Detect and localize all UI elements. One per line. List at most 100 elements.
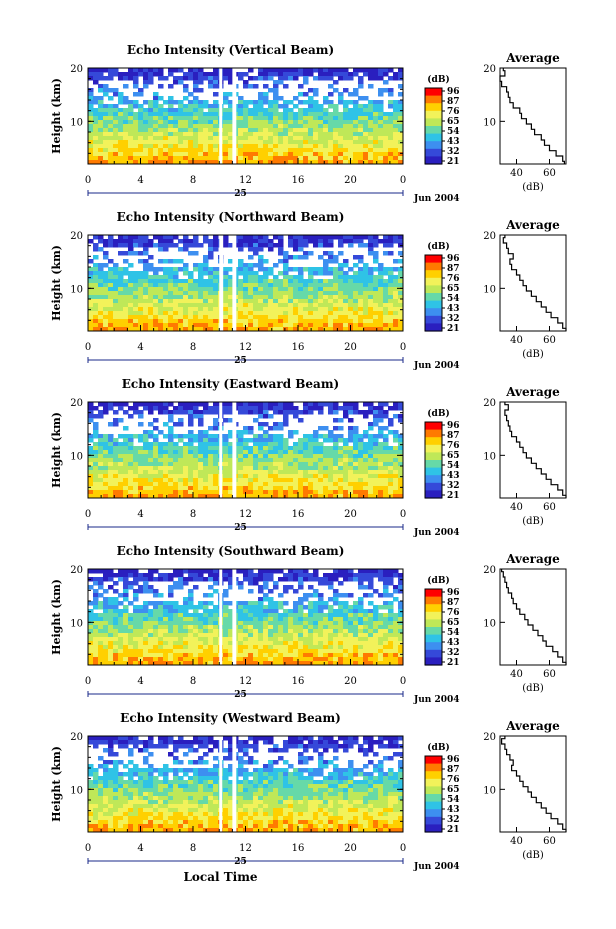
heatmap-cell bbox=[278, 458, 284, 463]
heatmap-cell bbox=[398, 418, 404, 423]
heatmap-cell bbox=[353, 144, 359, 149]
heatmap-cell bbox=[248, 156, 254, 161]
heatmap-cell bbox=[203, 315, 209, 320]
heatmap-cell bbox=[263, 573, 269, 578]
heatmap-cell bbox=[123, 136, 129, 141]
heatmap-cell bbox=[193, 613, 199, 618]
heatmap-cell bbox=[398, 156, 404, 161]
heatmap-cell bbox=[158, 283, 164, 288]
heatmap-cell bbox=[138, 458, 144, 463]
heatmap-cell bbox=[278, 132, 284, 137]
heatmap-cell bbox=[373, 251, 379, 256]
heatmap-cell bbox=[278, 152, 284, 157]
heatmap-cell bbox=[328, 243, 334, 248]
heatmap-cell bbox=[298, 454, 304, 459]
heatmap-cell bbox=[238, 323, 244, 328]
heatmap-cell bbox=[388, 625, 394, 630]
heatmap-cell bbox=[143, 613, 149, 618]
heatmap-cell bbox=[223, 402, 229, 407]
heatmap-cell bbox=[373, 569, 379, 574]
heatmap-cell bbox=[208, 494, 214, 499]
heatmap-cell bbox=[228, 279, 234, 284]
heatmap-cell bbox=[313, 156, 319, 161]
heatmap-cell bbox=[263, 96, 269, 101]
heatmap-cell bbox=[243, 454, 249, 459]
heatmap-cell bbox=[318, 446, 324, 451]
heatmap-cell bbox=[183, 283, 189, 288]
heatmap-cell bbox=[328, 251, 334, 256]
heatmap-cell bbox=[303, 434, 309, 439]
heatmap-cell bbox=[93, 152, 99, 157]
heatmap-cell bbox=[88, 418, 94, 423]
heatmap-cell bbox=[328, 235, 334, 240]
heatmap-cell bbox=[108, 279, 114, 284]
heatmap-cell bbox=[323, 144, 329, 149]
heatmap-cell bbox=[268, 617, 274, 622]
heatmap-cell bbox=[153, 478, 159, 483]
heatmap-cell bbox=[348, 470, 354, 475]
heatmap-cell bbox=[318, 239, 324, 244]
heatmap-cell bbox=[263, 458, 269, 463]
heatmap-cell bbox=[398, 454, 404, 459]
heatmap-cell bbox=[288, 466, 294, 471]
heatmap-cell bbox=[378, 299, 384, 304]
heatmap-cell bbox=[93, 267, 99, 272]
heatmap-cell bbox=[138, 422, 144, 427]
heatmap-cell bbox=[138, 148, 144, 153]
heatmap-cell bbox=[138, 577, 144, 582]
heatmap-cell bbox=[133, 128, 139, 133]
heatmap-cell bbox=[138, 446, 144, 451]
heatmap-cell bbox=[323, 108, 329, 113]
heatmap-cell bbox=[183, 124, 189, 129]
panel-title: Echo Intensity (Northward Beam) bbox=[117, 210, 345, 224]
heatmap-cell bbox=[368, 410, 374, 415]
heatmap-cell bbox=[248, 446, 254, 451]
heatmap-cell bbox=[358, 307, 364, 312]
heatmap-cell bbox=[383, 641, 389, 646]
heatmap-cell bbox=[113, 140, 119, 145]
heatmap-cell bbox=[378, 446, 384, 451]
heatmap-cell bbox=[278, 120, 284, 125]
heatmap-cell bbox=[133, 402, 139, 407]
heatmap-cell bbox=[308, 462, 314, 467]
heatmap-cell bbox=[368, 140, 374, 145]
heatmap-cell bbox=[278, 422, 284, 427]
heatmap-cell bbox=[193, 76, 199, 81]
heatmap-cell bbox=[308, 271, 314, 276]
heatmap-cell bbox=[153, 446, 159, 451]
heatmap-cell bbox=[283, 585, 289, 590]
heatmap-cell bbox=[168, 283, 174, 288]
heatmap-cell bbox=[358, 454, 364, 459]
heatmap-cell bbox=[318, 426, 324, 431]
heatmap-cell bbox=[243, 295, 249, 300]
x-tick-label: 20 bbox=[344, 509, 357, 520]
heatmap-cell bbox=[163, 275, 169, 280]
heatmap-cell bbox=[103, 299, 109, 304]
heatmap-cell bbox=[108, 319, 114, 324]
heatmap-cell bbox=[128, 247, 134, 252]
heatmap-cell bbox=[298, 613, 304, 618]
heatmap-cell bbox=[313, 466, 319, 471]
heatmap-cell bbox=[353, 132, 359, 137]
heatmap-cell bbox=[103, 92, 109, 97]
profile-y-tick-label: 10 bbox=[483, 284, 496, 295]
heatmap-cell bbox=[313, 311, 319, 316]
heatmap-cell bbox=[163, 283, 169, 288]
heatmap-cell bbox=[353, 462, 359, 467]
heatmap-cell bbox=[398, 482, 404, 487]
heatmap-cell bbox=[298, 470, 304, 475]
heatmap-cell bbox=[383, 625, 389, 630]
heatmap-cell bbox=[293, 299, 299, 304]
heatmap-cell bbox=[353, 410, 359, 415]
heatmap-cell bbox=[388, 581, 394, 586]
heatmap-cell bbox=[373, 629, 379, 634]
heatmap-cell bbox=[368, 148, 374, 153]
heatmap-cell bbox=[128, 633, 134, 638]
heatmap-cell bbox=[343, 458, 349, 463]
heatmap-cell bbox=[93, 315, 99, 320]
heatmap-cell bbox=[168, 418, 174, 423]
heatmap-cell bbox=[333, 327, 339, 332]
heatmap-cell bbox=[333, 108, 339, 113]
heatmap-cell bbox=[188, 637, 194, 642]
heatmap-cell bbox=[363, 410, 369, 415]
